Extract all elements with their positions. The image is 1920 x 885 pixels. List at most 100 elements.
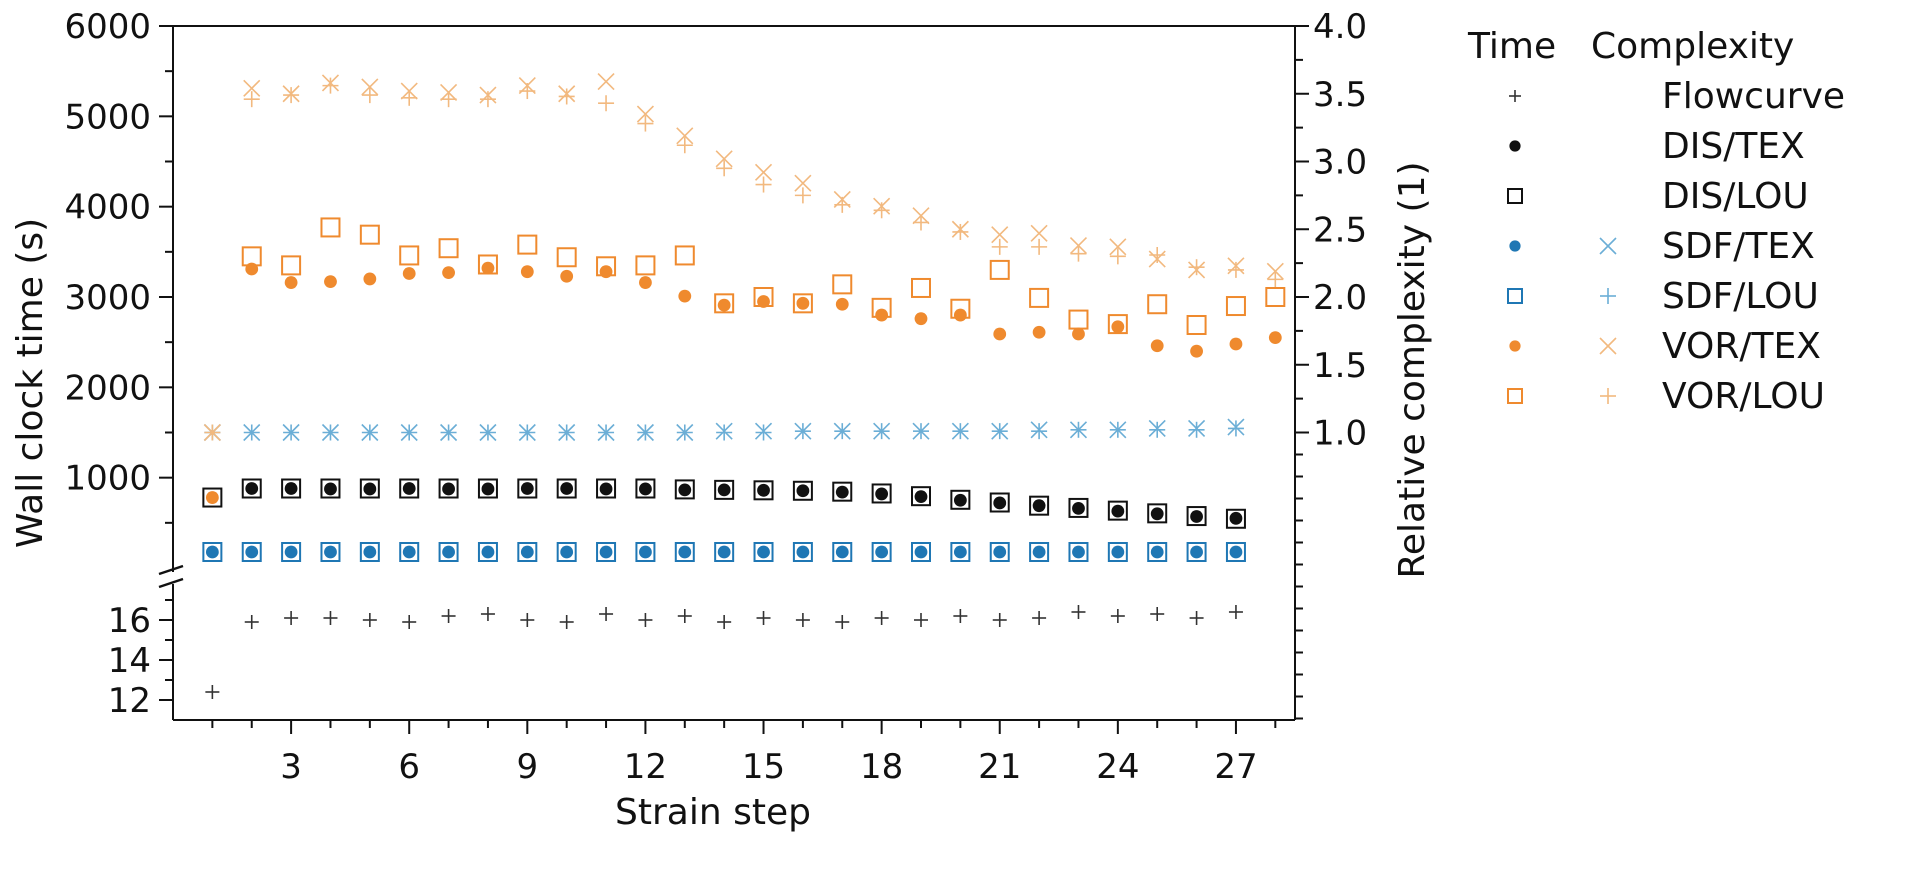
point-time-dis-tex <box>835 485 849 499</box>
legend-time-marker-sdf-tex <box>1509 240 1521 252</box>
point-complexity-vor-lou <box>479 91 496 108</box>
point-time-dis-tex <box>875 487 889 501</box>
point-time-sdf-lou <box>871 542 892 562</box>
point-time-dis-lou <box>438 478 459 499</box>
point-complexity-sdf-lou <box>676 424 693 441</box>
point-time-flowcurve <box>1150 607 1165 621</box>
point-time-vor-tex <box>363 272 377 286</box>
point-time-dis-tex <box>796 484 810 498</box>
point-time-dis-tex <box>639 482 652 496</box>
y-left-tick-label: 4000 <box>64 188 151 228</box>
point-time-sdf-lou <box>1068 542 1089 562</box>
legend-complexity-marker-sdf-lou <box>1600 288 1616 304</box>
x-tick-label: 12 <box>624 747 667 787</box>
point-complexity-vor-tex <box>597 72 615 91</box>
x-axis-title: Strain step <box>615 792 811 833</box>
point-time-sdf-tex <box>205 545 219 559</box>
x-tick-label: 15 <box>742 747 785 787</box>
point-time-flowcurve <box>1189 611 1204 625</box>
point-complexity-vor-lou <box>1227 261 1244 278</box>
point-time-flowcurve <box>1228 605 1243 619</box>
y-left-tick-label: 3000 <box>64 278 151 318</box>
point-time-sdf-lou <box>241 542 262 562</box>
point-time-sdf-tex <box>757 545 770 559</box>
point-time-vor-lou <box>281 255 302 276</box>
point-time-sdf-tex <box>520 545 534 559</box>
point-complexity-vor-tex <box>754 163 773 181</box>
point-time-sdf-lou <box>753 542 774 562</box>
point-time-flowcurve <box>441 609 456 623</box>
point-time-vor-tex <box>284 276 298 289</box>
point-time-flowcurve <box>1071 605 1086 619</box>
legend-time-marker-vor-lou <box>1507 388 1523 404</box>
point-complexity-sdf-lou <box>401 424 418 441</box>
point-time-vor-tex <box>205 491 219 504</box>
point-time-vor-tex <box>875 308 889 322</box>
point-complexity-vor-lou <box>913 214 929 231</box>
point-time-sdf-tex <box>402 545 416 559</box>
point-time-vor-lou <box>1186 315 1207 336</box>
point-time-vor-tex <box>1190 344 1203 358</box>
point-time-vor-tex <box>1150 339 1164 353</box>
point-time-dis-tex <box>442 482 455 496</box>
point-time-sdf-tex <box>1072 545 1085 559</box>
point-time-dis-lou <box>753 480 774 501</box>
point-time-vor-lou <box>359 224 380 245</box>
point-time-vor-tex <box>1268 331 1282 345</box>
point-time-flowcurve <box>953 609 968 623</box>
y-lower-tick-label: 12 <box>108 681 151 721</box>
y-right-tick-label: 1.0 <box>1313 414 1367 454</box>
point-time-dis-tex <box>757 483 770 497</box>
point-time-sdf-lou <box>556 542 577 562</box>
y-axis-left-title: Wall clock time (s) <box>10 218 51 548</box>
point-time-flowcurve <box>599 607 614 621</box>
point-time-sdf-lou <box>950 542 971 562</box>
point-time-sdf-lou <box>635 542 656 562</box>
point-time-sdf-lou <box>911 542 931 562</box>
point-time-flowcurve <box>992 613 1007 627</box>
point-time-sdf-lou <box>1147 542 1168 562</box>
point-time-vor-lou <box>635 255 656 276</box>
point-time-dis-lou <box>714 479 735 500</box>
point-complexity-vor-lou <box>283 87 300 104</box>
point-complexity-vor-lou <box>243 91 260 108</box>
point-time-dis-tex <box>324 482 337 496</box>
point-time-dis-tex <box>914 490 928 504</box>
point-complexity-sdf-lou <box>1070 421 1087 438</box>
point-time-sdf-lou <box>320 542 341 562</box>
point-time-dis-lou <box>320 478 341 499</box>
point-time-dis-tex <box>560 482 574 495</box>
legend-label-vor-tex: VOR/TEX <box>1662 326 1821 367</box>
point-complexity-sdf-lou <box>873 423 890 440</box>
point-time-dis-tex <box>245 482 259 495</box>
point-time-vor-lou <box>1147 294 1168 315</box>
axis-ticks: 3 6 9 12 15 18 21 24 27 1000 2000 3000 4000 5000 6000 1… <box>64 7 1367 787</box>
point-time-vor-tex <box>1072 327 1085 341</box>
y-right-tick-label: 1.5 <box>1313 346 1367 386</box>
point-time-sdf-tex <box>560 545 574 559</box>
point-complexity-sdf-lou <box>440 424 457 441</box>
point-time-sdf-lou <box>989 542 1010 562</box>
y-left-tick-label: 5000 <box>64 97 151 137</box>
point-time-dis-lou <box>1147 503 1168 524</box>
point-time-vor-lou <box>674 245 695 266</box>
point-time-vor-tex <box>245 262 259 276</box>
point-time-flowcurve <box>205 685 220 699</box>
point-time-vor-tex <box>560 269 574 283</box>
point-time-dis-tex <box>481 482 495 496</box>
legend-label-vor-lou: VOR/LOU <box>1662 376 1825 417</box>
legend-time-marker-sdf-lou <box>1507 288 1523 304</box>
point-complexity-vor-lou <box>1188 259 1205 276</box>
legend-label-flowcurve: Flowcurve <box>1662 76 1845 117</box>
point-time-sdf-tex <box>1032 545 1046 559</box>
point-time-sdf-lou <box>792 542 813 562</box>
point-complexity-sdf-lou <box>716 424 733 441</box>
point-time-sdf-lou <box>281 542 302 562</box>
point-complexity-vor-lou <box>794 187 811 204</box>
point-time-sdf-tex <box>1190 545 1203 559</box>
point-time-sdf-lou <box>477 542 498 562</box>
point-complexity-vor-tex <box>1030 224 1048 242</box>
point-time-dis-tex <box>993 496 1007 510</box>
point-time-flowcurve <box>914 613 928 627</box>
point-complexity-sdf-lou <box>361 424 378 441</box>
